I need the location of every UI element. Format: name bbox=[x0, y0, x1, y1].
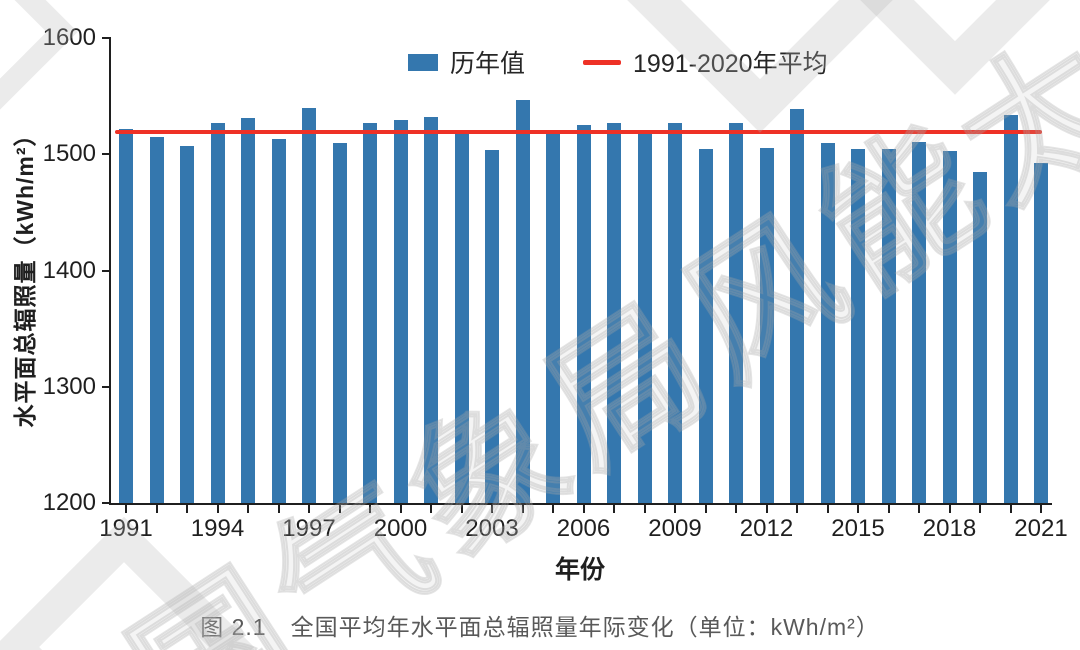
bar-1992 bbox=[149, 137, 164, 503]
x-tick-mark-2011 bbox=[735, 505, 737, 513]
x-tick-mark-2017 bbox=[918, 505, 920, 513]
bar-2012 bbox=[759, 147, 774, 503]
x-tick-mark-2019 bbox=[979, 505, 981, 513]
bar-2020 bbox=[1003, 114, 1018, 503]
x-tick-mark-2016 bbox=[887, 505, 890, 513]
y-axis-line bbox=[109, 37, 111, 505]
bar-1995 bbox=[241, 118, 255, 503]
x-tick-mark-2012 bbox=[765, 505, 768, 513]
bar-2016 bbox=[881, 148, 896, 503]
x-tick-mark-2002 bbox=[460, 505, 463, 513]
x-tick-label-2006: 2006 bbox=[556, 515, 611, 542]
x-tick-mark-2008 bbox=[643, 505, 646, 513]
x-tick-label-2015: 2015 bbox=[831, 515, 885, 542]
bar-2001 bbox=[424, 117, 438, 503]
bar-1996 bbox=[271, 139, 286, 503]
x-tick-label-2000: 2000 bbox=[373, 515, 428, 542]
x-tick-label-2003: 2003 bbox=[465, 515, 519, 542]
x-tick-label-2018: 2018 bbox=[922, 515, 977, 542]
x-tick-mark-2014 bbox=[826, 505, 829, 513]
bar-2003 bbox=[485, 149, 499, 503]
x-tick-mark-1996 bbox=[277, 505, 280, 513]
x-tick-mark-1992 bbox=[155, 505, 158, 513]
bar-2006 bbox=[576, 125, 591, 503]
bar-1993 bbox=[180, 146, 194, 503]
bar-2011 bbox=[729, 123, 743, 503]
bar-2014 bbox=[820, 142, 835, 503]
y-tick-mark-1600 bbox=[102, 37, 110, 40]
x-tick-label-2012: 2012 bbox=[739, 515, 794, 542]
bar-2000 bbox=[393, 119, 408, 503]
y-tick-mark-1500 bbox=[102, 153, 110, 156]
bar-1997 bbox=[302, 108, 316, 503]
x-tick-mark-2000 bbox=[399, 505, 402, 513]
x-tick-mark-2006 bbox=[582, 505, 585, 513]
x-tick-label-1994: 1994 bbox=[190, 515, 245, 542]
y-tick-label-1200: 1200 bbox=[42, 489, 96, 516]
legend-item-average: 1991-2020年平均 bbox=[583, 44, 828, 80]
y-tick-label-1400: 1400 bbox=[42, 256, 96, 284]
figure-caption: 图 2.1 全国平均年水平面总辐照量年际变化（单位：kWh/m²） bbox=[200, 614, 880, 640]
x-tick-mark-2015 bbox=[857, 505, 859, 513]
bar-2005 bbox=[546, 133, 560, 503]
bar-2021 bbox=[1034, 162, 1048, 503]
x-tick-mark-1993 bbox=[186, 505, 188, 513]
legend: 历年值 1991-2020年平均 bbox=[408, 44, 828, 80]
x-tick-mark-1994 bbox=[216, 505, 219, 513]
bar-2019 bbox=[973, 171, 987, 503]
y-tick-label-1500: 1500 bbox=[42, 140, 96, 168]
x-tick-mark-2005 bbox=[552, 505, 554, 513]
x-tick-mark-2020 bbox=[1009, 505, 1012, 513]
bar-1999 bbox=[363, 123, 377, 503]
x-tick-mark-1997 bbox=[308, 505, 310, 513]
bar-2013 bbox=[790, 109, 804, 503]
bar-2015 bbox=[851, 148, 865, 503]
x-tick-mark-2018 bbox=[948, 505, 951, 513]
bar-2018 bbox=[942, 151, 957, 503]
x-tick-label-2009: 2009 bbox=[648, 515, 702, 542]
x-tick-mark-2001 bbox=[430, 505, 432, 513]
bar-1994 bbox=[210, 123, 225, 503]
y-tick-label-1600: 1600 bbox=[42, 24, 96, 52]
x-axis-line bbox=[109, 503, 1052, 505]
x-tick-mark-2004 bbox=[521, 505, 524, 513]
legend-label: 历年值 bbox=[450, 50, 526, 78]
bar-2002 bbox=[454, 131, 469, 503]
bar-1998 bbox=[332, 142, 347, 503]
x-tick-mark-1999 bbox=[369, 505, 371, 513]
x-tick-mark-2021 bbox=[1040, 505, 1042, 513]
x-tick-mark-1998 bbox=[338, 505, 341, 513]
x-tick-mark-2010 bbox=[704, 505, 707, 513]
bar-1991 bbox=[119, 128, 133, 503]
bar-2007 bbox=[607, 123, 621, 503]
bar-2004 bbox=[515, 99, 530, 503]
y-tick-mark-1200 bbox=[102, 502, 110, 504]
x-tick-mark-2013 bbox=[796, 505, 798, 513]
y-tick-mark-1300 bbox=[102, 385, 110, 388]
x-tick-label-1991: 1991 bbox=[99, 515, 153, 542]
average-line bbox=[115, 130, 1042, 135]
y-tick-label-1300: 1300 bbox=[42, 372, 96, 400]
legend-item-bars: 历年值 bbox=[408, 44, 525, 80]
legend-label: 1991-2020年平均 bbox=[633, 50, 828, 78]
x-axis-title: 年份 bbox=[554, 556, 605, 584]
x-tick-mark-1995 bbox=[247, 505, 249, 513]
bar-2009 bbox=[668, 123, 682, 503]
x-tick-mark-2007 bbox=[613, 505, 615, 513]
bar-2017 bbox=[912, 141, 926, 503]
legend-line-swatch-icon bbox=[583, 59, 622, 65]
x-tick-mark-2009 bbox=[674, 505, 676, 513]
x-tick-mark-2003 bbox=[491, 505, 493, 513]
y-tick-mark-1400 bbox=[102, 269, 110, 272]
x-tick-label-2021: 2021 bbox=[1014, 515, 1068, 542]
legend-bar-swatch-icon bbox=[408, 53, 438, 71]
bar-2008 bbox=[637, 131, 652, 503]
x-tick-label-1997: 1997 bbox=[282, 515, 336, 542]
x-tick-mark-1991 bbox=[125, 505, 127, 513]
bar-2010 bbox=[698, 148, 713, 503]
